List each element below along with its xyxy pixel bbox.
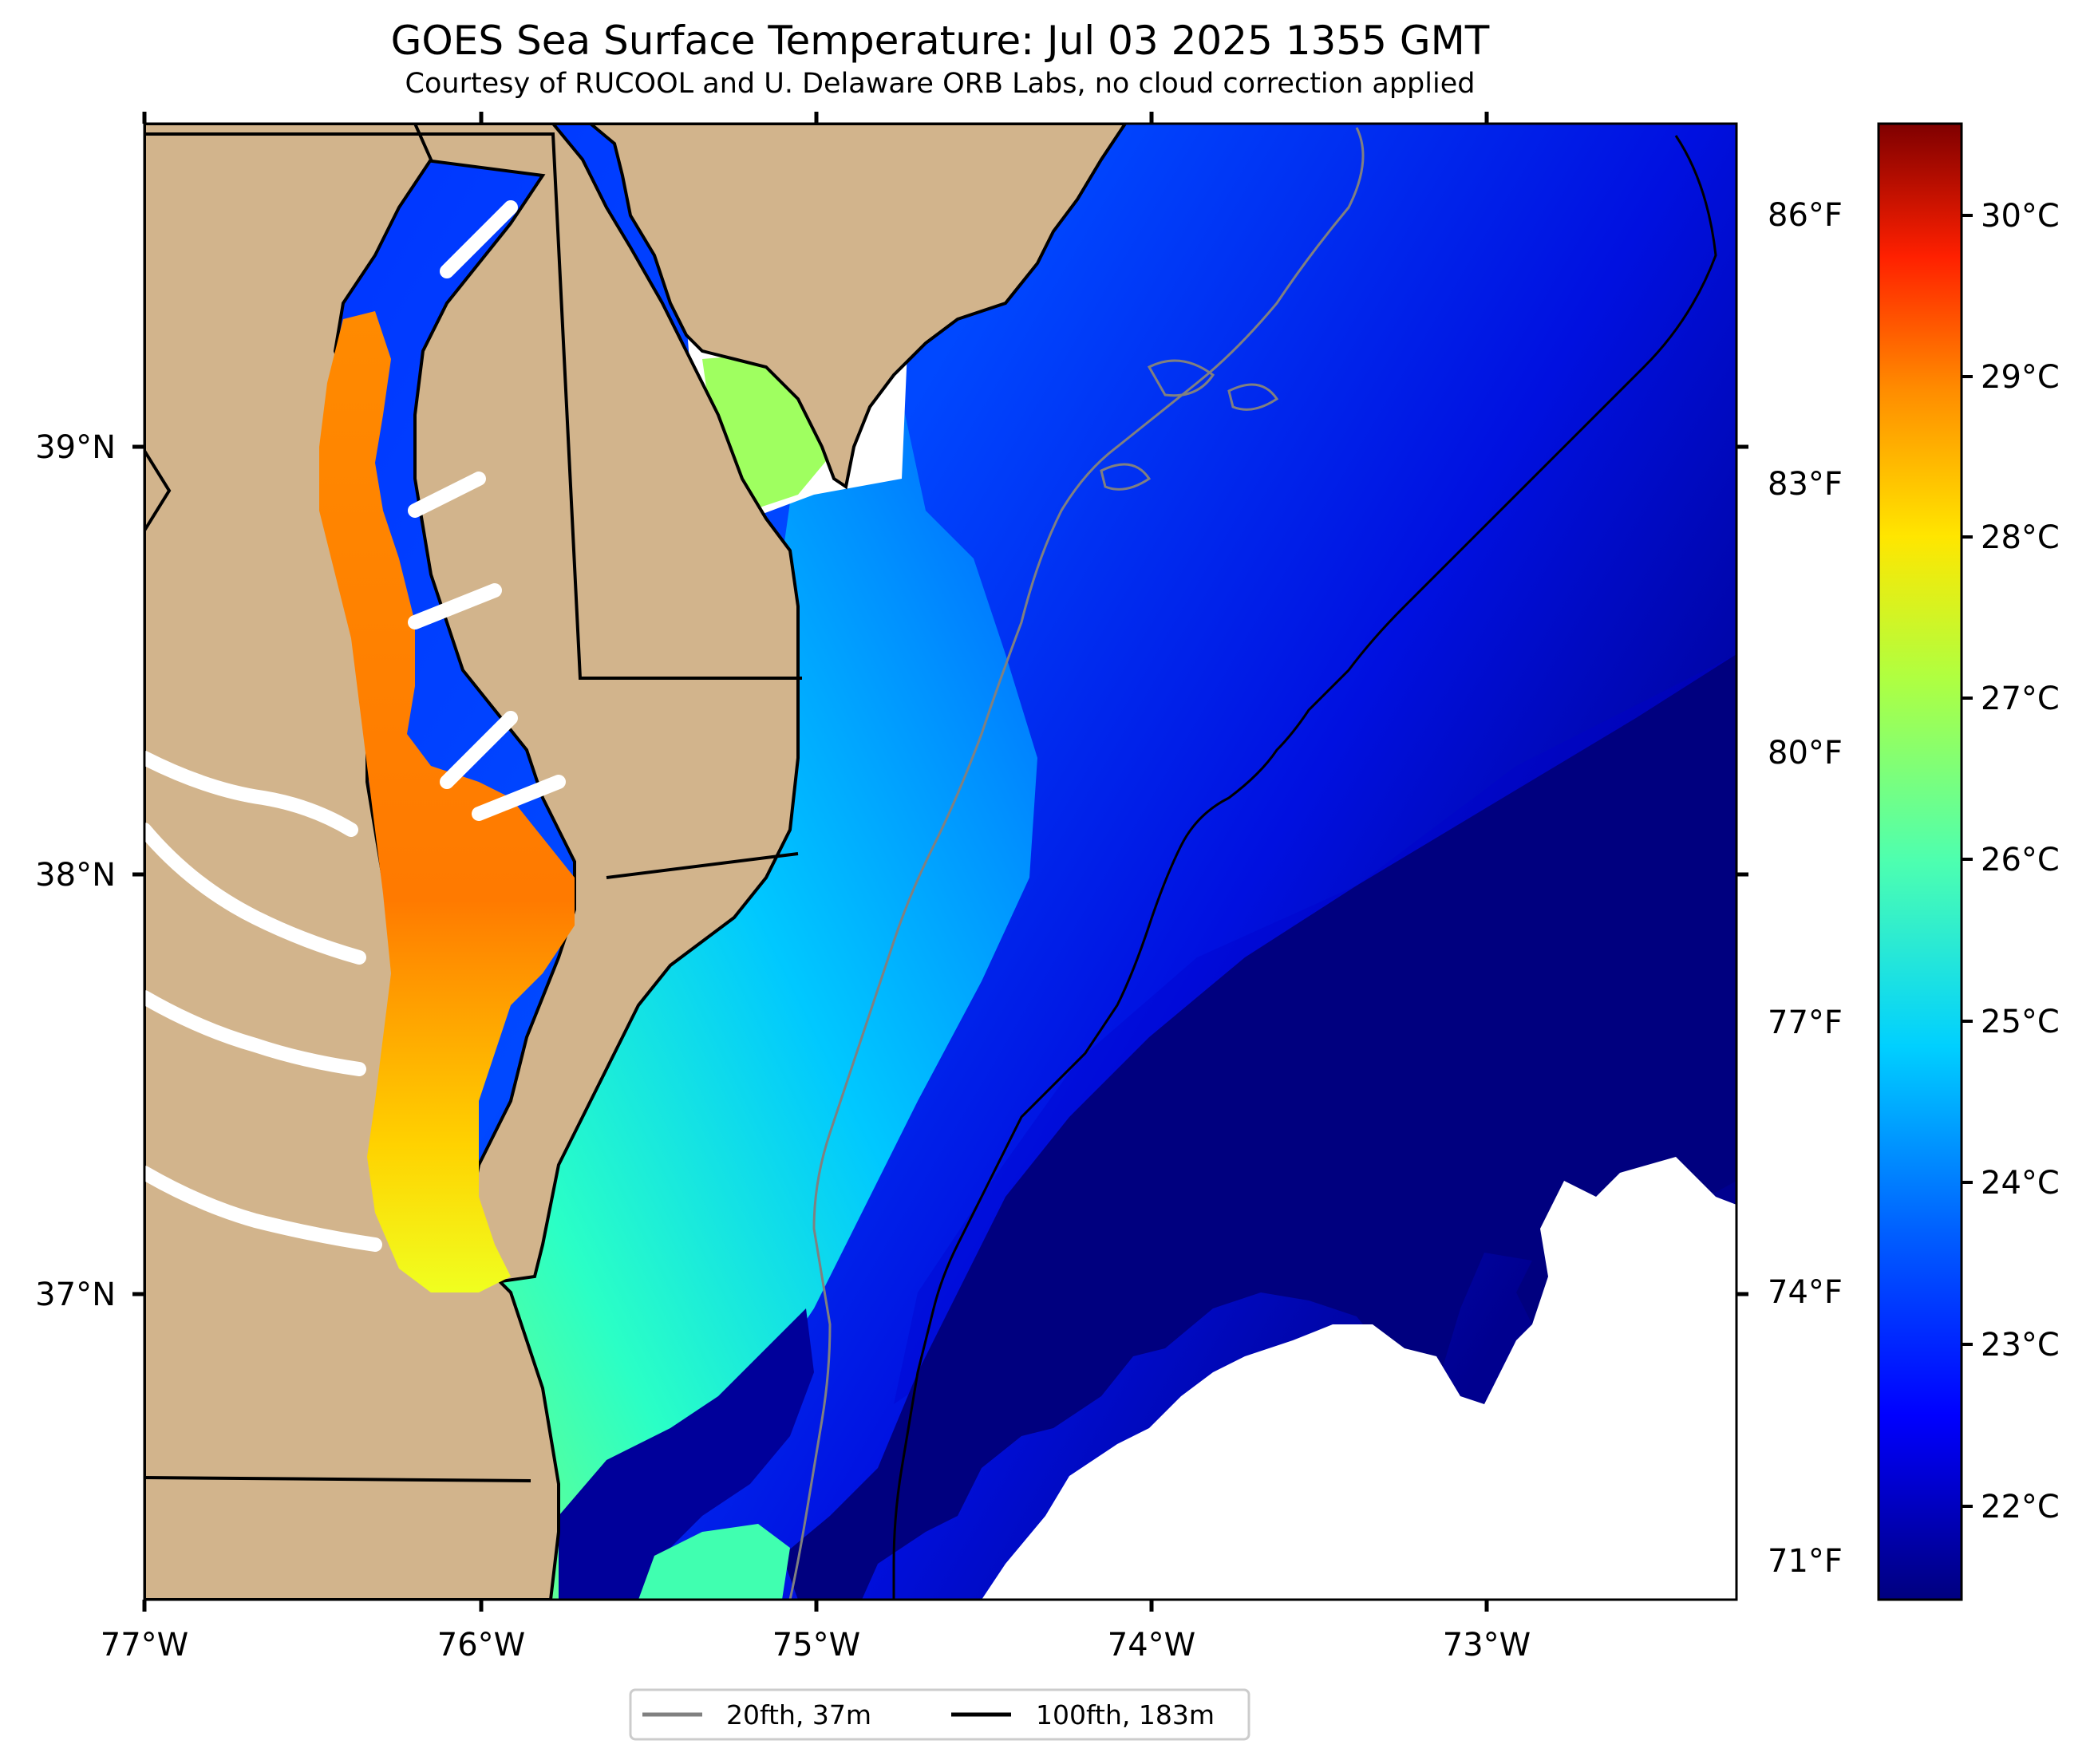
f-tick-label: 71°F xyxy=(1768,1543,1843,1580)
isobath-100fth xyxy=(892,135,1717,1600)
tributaries xyxy=(144,200,566,1252)
colorbar-label: 27°C xyxy=(1981,681,2060,717)
f-tick-label: 83°F xyxy=(1768,466,1843,503)
x-tick-label: 74°W xyxy=(1108,1627,1195,1663)
no-data-region xyxy=(982,1157,1736,1600)
nearshore-warm-region xyxy=(447,399,1037,1600)
x-tick-label: 76°W xyxy=(437,1627,525,1663)
f-tick-label: 80°F xyxy=(1768,735,1843,772)
x-tick-label: 75°W xyxy=(772,1627,860,1663)
southern-cold-patch xyxy=(559,1308,814,1600)
colorbar-label: 23°C xyxy=(1981,1327,2060,1363)
figure-title: GOES Sea Surface Temperature: Jul 03 202… xyxy=(391,18,1490,64)
y-tick-label: 38°N xyxy=(35,857,116,894)
isobath-20fth xyxy=(788,127,1365,1600)
legend-label: 20fth, 37m xyxy=(726,1699,871,1730)
colorbar: 30°C 29°C 28°C 27°C 26°C 25°C 24°C 23°C … xyxy=(1877,122,2060,1601)
colorbar-label: 30°C xyxy=(1981,198,2060,235)
southern-warm-patch xyxy=(638,1524,790,1600)
map-tick-marks xyxy=(132,112,1748,1612)
state-borders xyxy=(144,132,802,1482)
figure-subtitle: Courtesy of RUCOOL and U. Delaware ORB L… xyxy=(405,68,1476,100)
x-tick-label: 73°W xyxy=(1443,1627,1531,1663)
land-new-jersey xyxy=(553,124,1128,490)
longitude-labels: 77°W 76°W 75°W 74°W 73°W xyxy=(101,1627,1531,1663)
colorbar-label: 29°C xyxy=(1981,359,2060,396)
land-delmarva xyxy=(144,124,800,1287)
cold-deep-water xyxy=(782,654,1736,1600)
y-tick-label: 39°N xyxy=(35,429,116,466)
f-tick-label: 77°F xyxy=(1768,1004,1843,1041)
x-tick-label: 77°W xyxy=(101,1627,188,1663)
colorbar-scale xyxy=(1877,122,1963,1601)
y-tick-label: 37°N xyxy=(35,1277,116,1313)
chesapeake-bay-sst xyxy=(319,311,575,1292)
f-tick-label: 86°F xyxy=(1768,197,1843,234)
legend-box xyxy=(629,1688,1250,1741)
map-panel xyxy=(144,124,1736,1600)
colorbar-label: 24°C xyxy=(1981,1165,2060,1202)
f-tick-label: 74°F xyxy=(1768,1274,1843,1311)
colorbar-label: 22°C xyxy=(1981,1489,2060,1525)
isobath-20fth-islands xyxy=(1100,359,1279,491)
legend-label: 100fth, 183m xyxy=(1036,1699,1215,1730)
colorbar-label: 26°C xyxy=(1981,842,2060,878)
fahrenheit-labels: 86°F 83°F 80°F 77°F 74°F 71°F xyxy=(1768,197,1843,1580)
latitude-labels: 39°N 38°N 37°N xyxy=(35,429,116,1313)
legend: 20fth, 37m 100fth, 183m xyxy=(629,1688,1250,1741)
colorbar-label: 25°C xyxy=(1981,1004,2060,1040)
map-frame xyxy=(143,122,1738,1601)
colorbar-label: 28°C xyxy=(1981,519,2060,556)
